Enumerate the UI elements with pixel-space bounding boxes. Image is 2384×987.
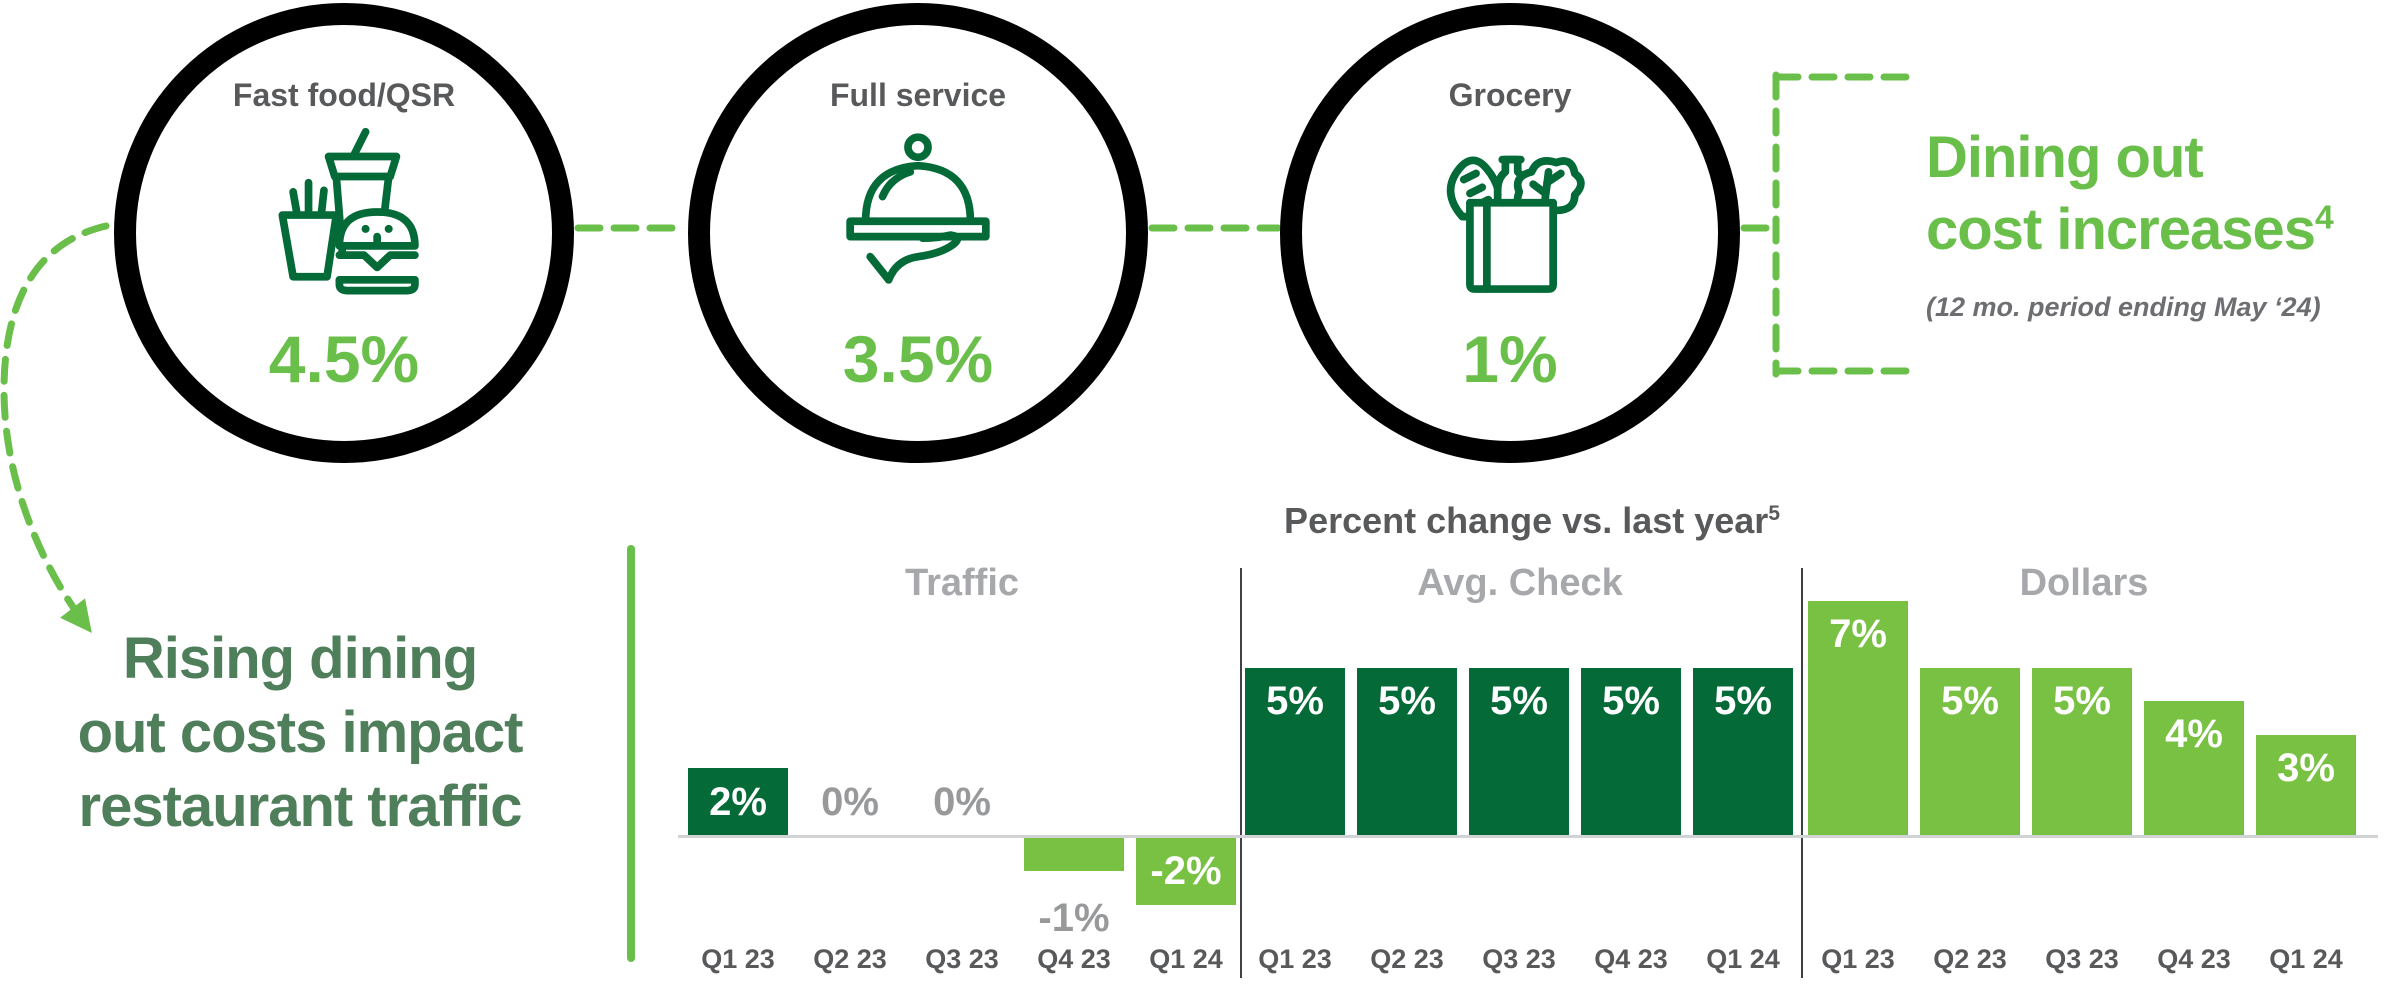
bar-avg-check-q2-23: [1357, 668, 1457, 835]
bar-dollars-q1-23: [1808, 601, 1908, 835]
chart-title-text: Percent change vs. last year: [1284, 500, 1769, 541]
headline-line3: restaurant traffic: [78, 774, 523, 839]
x-label-traffic-q1-23: Q1 23: [701, 944, 775, 974]
grocery-bag-icon: [1418, 121, 1603, 306]
circle-grocery: Grocery 1%: [1280, 3, 1740, 463]
x-label-traffic-q2-23: Q2 23: [813, 944, 887, 974]
value-label-traffic-q3-23: 0%: [933, 780, 991, 824]
circle-fast-food: Fast food/QSR 4.5%: [114, 3, 574, 463]
x-label-dollars-q1-24: Q1 24: [2269, 944, 2343, 974]
circle-value: 3.5%: [842, 322, 994, 396]
bar-dollars-q3-23: [2032, 668, 2132, 835]
bar-traffic-q1-24: [1136, 838, 1236, 905]
callout-title: Dining out cost increases4: [1926, 122, 2334, 266]
bar-avg-check-q4-23: [1581, 668, 1681, 835]
bar-traffic-q1-23: [688, 768, 788, 835]
x-label-dollars-q2-23: Q2 23: [1933, 944, 2007, 974]
headline: Rising dining out costs impact restauran…: [0, 622, 605, 844]
group-title-avg-check: Avg. Check: [1417, 562, 1623, 604]
group-title-traffic: Traffic: [904, 562, 1020, 604]
group-divider-2: [1801, 568, 1803, 978]
curved-arrow-icon: [0, 222, 110, 633]
callout-line2: cost increases: [1926, 197, 2316, 262]
circle-value: 4.5%: [268, 322, 420, 396]
x-label-avg-check-q2-23: Q2 23: [1370, 944, 1444, 974]
group-divider-1: [1240, 568, 1242, 978]
value-label-avg-check-q1-24: 5%: [1714, 679, 1772, 723]
x-label-avg-check-q4-23: Q4 23: [1594, 944, 1668, 974]
value-label-dollars-q1-23: 7%: [1829, 612, 1887, 657]
fast-food-icon: [252, 121, 437, 306]
bar-dollars-q1-24: [2256, 734, 2356, 835]
x-label-dollars-q1-23: Q1 23: [1821, 944, 1895, 974]
value-label-dollars-q3-23: 5%: [2053, 679, 2111, 723]
x-label-avg-check-q1-24: Q1 24: [1706, 944, 1780, 974]
value-label-traffic-q1-24: -2%: [1150, 849, 1222, 894]
x-label-dollars-q3-23: Q3 23: [2045, 944, 2119, 974]
callout-footnote: 4: [2315, 199, 2334, 237]
x-label-traffic-q3-23: Q3 23: [925, 944, 999, 974]
circle-label: Fast food/QSR: [232, 77, 456, 113]
value-label-dollars-q1-24: 3%: [2277, 745, 2335, 790]
chart-title: Percent change vs. last year5: [1284, 500, 1780, 542]
bar-avg-check-q3-23: [1469, 668, 1569, 835]
circle-label: Grocery: [1448, 77, 1572, 113]
callout-line1: Dining out: [1926, 125, 2204, 190]
value-label-traffic-q4-23: -1%: [1038, 896, 1110, 941]
chart-zero-baseline: [678, 835, 2378, 838]
circle-value: 1%: [1462, 322, 1558, 396]
callout-subtitle: (12 mo. period ending May ‘24): [1926, 292, 2321, 322]
x-label-avg-check-q1-23: Q1 23: [1258, 944, 1332, 974]
value-label-avg-check-q3-23: 5%: [1490, 679, 1548, 723]
x-label-traffic-q1-24: Q1 24: [1149, 944, 1223, 974]
circle-full-service: Full service 3.5%: [688, 3, 1148, 463]
bar-traffic-q4-23: [1024, 838, 1124, 872]
value-label-traffic-q2-23: 0%: [821, 780, 879, 824]
x-label-dollars-q4-23: Q4 23: [2157, 944, 2231, 974]
value-label-dollars-q2-23: 5%: [1941, 679, 1999, 723]
headline-line2: out costs impact: [77, 700, 524, 765]
value-label-traffic-q1-23: 2%: [709, 779, 767, 824]
bar-avg-check-q1-24: [1693, 668, 1793, 835]
bar-dollars-q2-23: [1920, 668, 2020, 835]
value-label-avg-check-q1-23: 5%: [1266, 679, 1324, 723]
value-label-avg-check-q2-23: 5%: [1378, 679, 1436, 723]
bar-avg-check-q1-23: [1245, 668, 1345, 835]
group-title-dollars: Dollars: [2019, 562, 2149, 604]
headline-line1: Rising dining: [122, 626, 478, 691]
value-label-dollars-q4-23: 4%: [2165, 712, 2223, 757]
circle-label: Full service: [829, 77, 1007, 113]
x-label-avg-check-q3-23: Q3 23: [1482, 944, 1556, 974]
chart-title-footnote: 5: [1768, 502, 1780, 525]
bar-dollars-q4-23: [2144, 701, 2244, 835]
x-label-traffic-q4-23: Q4 23: [1037, 944, 1111, 974]
serving-cloche-icon: [826, 121, 1011, 306]
value-label-avg-check-q4-23: 5%: [1602, 679, 1660, 723]
chart-axis-line: [627, 545, 635, 962]
